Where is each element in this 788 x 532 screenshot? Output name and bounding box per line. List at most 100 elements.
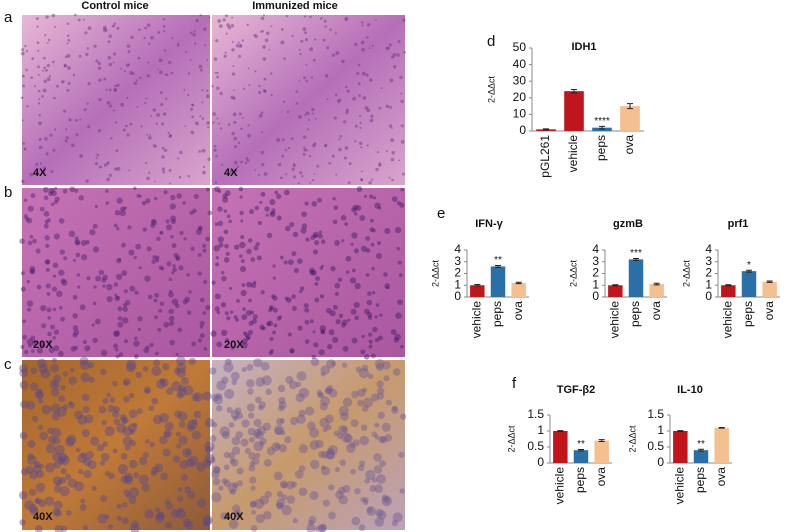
error-bar — [766, 280, 773, 283]
texture — [213, 148, 217, 152]
texture — [320, 466, 331, 476]
texture — [42, 186, 49, 193]
texture — [165, 97, 168, 100]
texture — [281, 505, 292, 516]
texture — [46, 307, 52, 313]
texture — [354, 42, 358, 47]
texture — [388, 43, 392, 47]
texture — [178, 421, 186, 428]
texture — [371, 228, 376, 233]
texture — [30, 506, 39, 516]
texture — [176, 193, 182, 199]
texture — [357, 82, 361, 86]
texture — [259, 200, 263, 204]
texture — [177, 387, 187, 397]
texture — [136, 408, 143, 415]
texture — [332, 336, 339, 343]
texture — [127, 225, 132, 230]
texture — [357, 464, 365, 472]
texture — [113, 109, 116, 112]
texture — [335, 318, 341, 325]
panel-letter: f — [512, 375, 517, 392]
texture — [324, 388, 331, 395]
texture — [361, 24, 364, 27]
texture — [245, 309, 252, 316]
texture — [165, 219, 170, 224]
texture — [324, 25, 327, 28]
texture — [44, 259, 50, 265]
texture — [75, 118, 78, 122]
y-tick-label: 1 — [537, 423, 544, 437]
texture — [241, 419, 250, 428]
texture — [95, 156, 98, 159]
texture — [354, 140, 357, 143]
texture — [79, 356, 89, 366]
texture — [119, 210, 126, 217]
texture — [67, 66, 71, 70]
texture — [368, 344, 373, 349]
texture — [370, 242, 375, 247]
texture — [82, 525, 88, 531]
texture — [40, 342, 46, 348]
texture — [29, 265, 36, 272]
texture — [255, 396, 262, 404]
texture — [318, 230, 323, 235]
texture — [376, 241, 381, 246]
texture — [204, 453, 215, 464]
texture — [174, 303, 180, 309]
texture — [39, 162, 43, 165]
texture — [110, 137, 113, 140]
y-tick-label: 3 — [705, 254, 712, 268]
texture — [23, 147, 27, 151]
texture — [78, 195, 84, 201]
texture — [238, 44, 243, 48]
texture — [105, 189, 109, 193]
texture — [63, 80, 65, 83]
texture — [197, 253, 202, 257]
texture — [389, 105, 393, 109]
texture — [102, 284, 106, 288]
texture — [182, 201, 186, 205]
texture — [269, 306, 273, 311]
texture — [231, 346, 235, 350]
texture — [309, 47, 314, 52]
texture — [311, 107, 315, 112]
texture — [187, 174, 191, 178]
texture — [333, 430, 340, 437]
texture — [305, 237, 310, 242]
texture — [365, 236, 371, 241]
texture — [248, 320, 254, 326]
texture — [97, 513, 108, 524]
texture — [116, 258, 122, 264]
texture — [34, 524, 43, 532]
image — [22, 188, 210, 357]
texture — [268, 308, 272, 313]
texture — [298, 465, 306, 472]
texture — [212, 477, 221, 486]
texture — [392, 512, 403, 523]
texture — [232, 96, 236, 100]
texture — [205, 94, 210, 99]
texture — [149, 342, 154, 348]
texture — [400, 344, 404, 349]
texture — [225, 32, 228, 35]
texture — [26, 400, 36, 410]
texture — [336, 99, 341, 104]
texture — [298, 443, 308, 454]
texture — [49, 379, 60, 390]
texture — [107, 161, 110, 164]
texture — [84, 345, 91, 352]
texture — [183, 89, 186, 91]
texture — [349, 277, 357, 284]
texture — [156, 236, 161, 242]
texture — [205, 236, 211, 242]
texture — [214, 293, 221, 300]
texture — [260, 290, 265, 295]
texture — [231, 48, 235, 52]
texture — [295, 102, 299, 105]
texture — [398, 159, 401, 162]
texture — [246, 159, 250, 162]
texture — [309, 491, 319, 501]
texture — [167, 131, 170, 134]
texture — [35, 171, 39, 174]
